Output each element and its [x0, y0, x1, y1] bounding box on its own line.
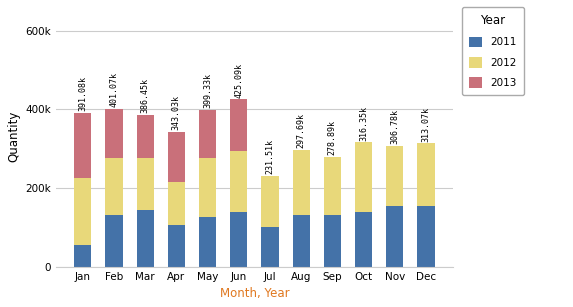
Bar [230, 99, 248, 150]
Bar [74, 113, 91, 178]
Bar [261, 227, 278, 267]
Bar [230, 212, 248, 267]
Bar [355, 212, 372, 267]
Text: 401.07k: 401.07k [109, 72, 119, 107]
Bar [168, 182, 185, 225]
Bar [261, 176, 278, 227]
Bar [230, 150, 248, 212]
Bar [386, 146, 403, 206]
Bar [136, 115, 154, 158]
Text: 306.78k: 306.78k [390, 109, 399, 144]
Legend: 2011, 2012, 2013: 2011, 2012, 2013 [462, 7, 524, 95]
Bar [74, 178, 91, 245]
Text: 343.03k: 343.03k [172, 95, 181, 130]
Bar [418, 206, 435, 267]
Text: 231.51k: 231.51k [265, 139, 274, 174]
Text: 297.69k: 297.69k [297, 113, 306, 148]
Bar [386, 206, 403, 267]
Bar [293, 150, 310, 216]
Bar [105, 109, 123, 158]
Text: 425.09k: 425.09k [234, 63, 244, 98]
Y-axis label: Quantity: Quantity [7, 111, 20, 162]
Text: 399.33k: 399.33k [203, 73, 212, 108]
Bar [199, 217, 216, 267]
Bar [324, 157, 341, 216]
Text: 391.08k: 391.08k [79, 76, 87, 111]
Bar [136, 158, 154, 210]
Bar [199, 158, 216, 217]
Text: 278.89k: 278.89k [328, 120, 337, 155]
Bar [418, 143, 435, 206]
Bar [168, 132, 185, 182]
Bar [168, 225, 185, 267]
Bar [199, 110, 216, 158]
Text: 386.45k: 386.45k [140, 78, 150, 113]
Bar [105, 158, 123, 216]
Bar [74, 245, 91, 267]
Bar [293, 216, 310, 267]
Bar [105, 216, 123, 267]
Bar [355, 142, 372, 212]
Text: 316.35k: 316.35k [359, 106, 368, 141]
X-axis label: Month, Year: Month, Year [219, 287, 289, 300]
Text: 313.07k: 313.07k [422, 107, 430, 142]
Bar [136, 210, 154, 267]
Bar [324, 216, 341, 267]
